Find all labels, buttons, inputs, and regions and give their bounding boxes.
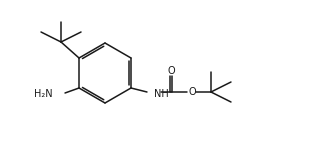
Text: O: O bbox=[188, 87, 196, 97]
Text: H₂N: H₂N bbox=[34, 89, 53, 99]
Text: O: O bbox=[167, 66, 175, 76]
Text: NH: NH bbox=[154, 89, 169, 99]
